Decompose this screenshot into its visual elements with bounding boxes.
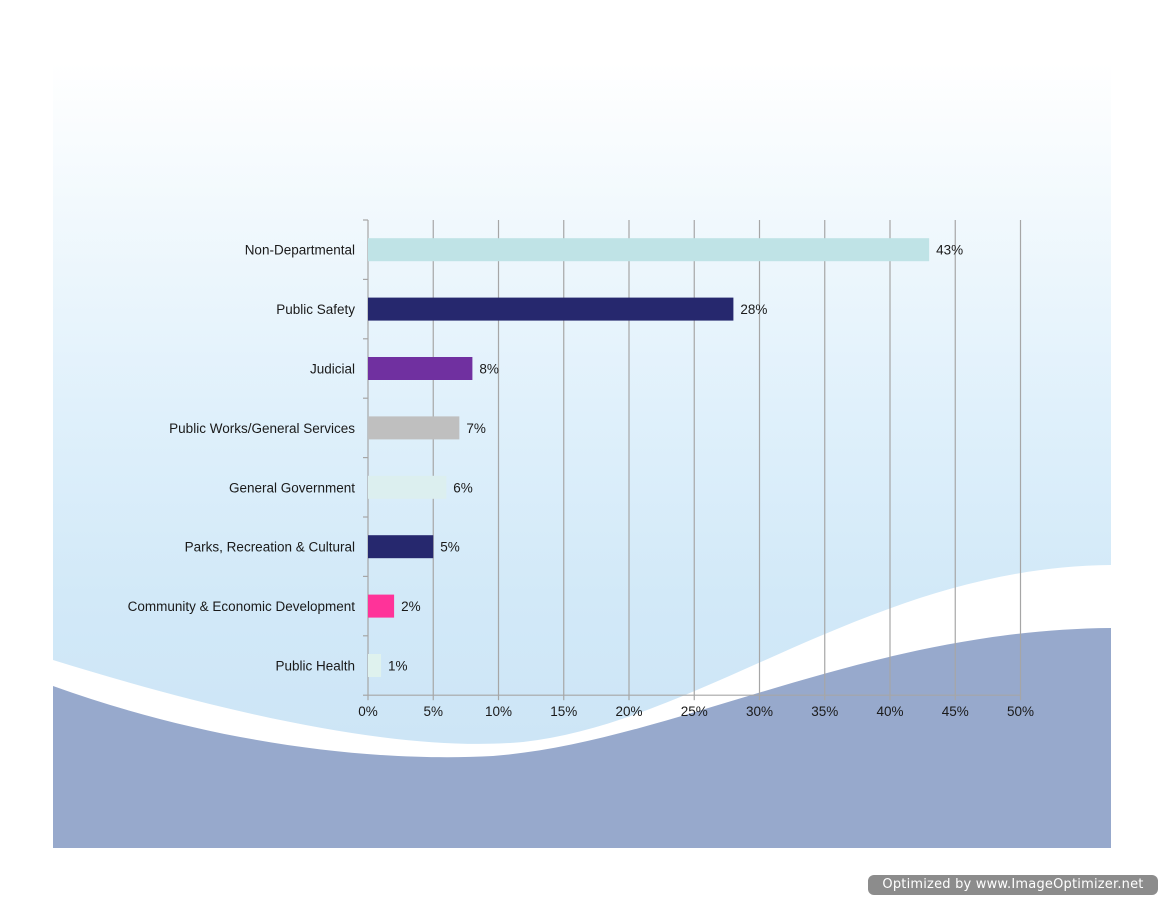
category-label: Judicial (310, 362, 355, 377)
data-label: 43% (936, 243, 963, 258)
x-tick-label: 50% (1007, 704, 1034, 719)
optimizer-watermark: Optimized by www.ImageOptimizer.net (868, 875, 1158, 895)
chart-axis (363, 219, 1022, 701)
x-tick-label: 25% (681, 704, 708, 719)
bar (368, 475, 447, 499)
data-label: 2% (401, 599, 421, 614)
data-label: 7% (466, 421, 486, 436)
x-tick-label: 10% (485, 704, 512, 719)
data-label: 5% (440, 540, 460, 555)
bar (368, 416, 460, 440)
data-label: 1% (388, 659, 408, 674)
bar (368, 238, 930, 262)
chart-gridlines (432, 220, 1022, 696)
x-tick-label: 20% (615, 704, 642, 719)
bar (368, 357, 473, 380)
x-tick-labels: 0% 5% 10% 15% 20% 25% 30% 35% 40% 45% 50% (358, 704, 1034, 719)
x-tick-label: 30% (746, 704, 773, 719)
bar (368, 297, 734, 321)
category-labels: Non-Departmental Public Safety Judicial Pub… (128, 243, 356, 674)
wave-fill (53, 628, 1111, 848)
x-tick-label: 15% (550, 704, 577, 719)
category-label: General Government (229, 480, 355, 495)
x-tick-label: 0% (358, 704, 378, 719)
category-label: Public Works/General Services (169, 421, 355, 436)
x-tick-label: 40% (876, 704, 903, 719)
category-label: Community & Economic Development (128, 599, 356, 614)
data-label: 8% (479, 362, 499, 377)
slide-background (53, 62, 1111, 848)
wave-decoration (53, 565, 1111, 848)
bar (368, 535, 434, 559)
chart-bars (368, 238, 930, 677)
bar (368, 654, 382, 677)
category-label: Parks, Recreation & Cultural (185, 540, 355, 555)
x-tick-label: 5% (423, 704, 443, 719)
category-label: Public Safety (276, 302, 355, 317)
bar (368, 594, 395, 618)
category-label: Non-Departmental (245, 243, 355, 258)
category-label: Public Health (275, 659, 355, 674)
x-tick-label: 35% (811, 704, 838, 719)
data-labels: 43% 28% 8% 7% 6% 5% 2% 1% (388, 243, 963, 674)
x-tick-label: 45% (942, 704, 969, 719)
data-label: 28% (740, 302, 767, 317)
data-label: 6% (453, 480, 473, 495)
